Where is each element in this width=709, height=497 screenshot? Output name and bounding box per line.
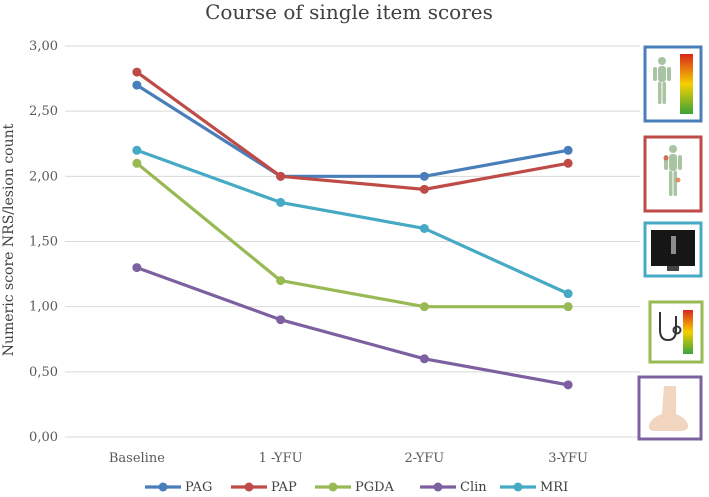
chart-title: Course of single item scores <box>205 0 493 24</box>
legend-swatch-marker <box>433 482 443 492</box>
data-point <box>563 158 573 168</box>
legend-item-pgda: PGDA <box>315 480 395 495</box>
x-tick-label: 1 -YFU <box>259 451 303 466</box>
legend-label: PGDA <box>355 480 395 495</box>
legend: PAG PAP PGDA Clin MRI <box>145 480 568 495</box>
legend-item-clin: Clin <box>420 480 487 495</box>
legend-swatch-marker <box>328 482 338 492</box>
x-tick-label: 3-YFU <box>548 451 588 466</box>
series-pgda <box>132 158 573 312</box>
gridlines <box>65 45 640 438</box>
data-point <box>132 158 142 168</box>
data-point <box>132 80 142 90</box>
legend-item-pag: PAG <box>145 480 212 495</box>
data-point <box>276 276 286 286</box>
series-pap <box>132 67 573 194</box>
series-lines <box>132 67 573 390</box>
legend-label: MRI <box>540 480 568 495</box>
data-point <box>563 145 573 155</box>
y-tick-label: 2,50 <box>29 104 58 119</box>
legend-swatch-marker <box>244 482 254 492</box>
data-point <box>132 145 142 155</box>
data-point <box>276 197 286 207</box>
data-point <box>563 289 573 299</box>
body-pain-points-icon <box>643 135 703 213</box>
series-line <box>136 148 569 296</box>
y-axis-title: Numeric score NRS/lesion count <box>1 123 17 356</box>
series-clin <box>132 263 573 390</box>
legend-label: Clin <box>460 480 487 495</box>
series-mri <box>132 145 573 299</box>
legend-label: PAG <box>185 480 212 495</box>
data-point <box>419 354 429 364</box>
series-line <box>135 70 569 191</box>
y-tick-label: 0,50 <box>29 365 58 380</box>
body-color-scale-icon <box>643 45 703 123</box>
legend-swatch-marker <box>158 482 168 492</box>
x-tick-label: 2-YFU <box>404 451 444 466</box>
y-tick-labels: 0,00 0,50 1,00 1,50 2,00 2,50 3,00 <box>29 39 58 445</box>
legend-item-mri: MRI <box>500 480 568 495</box>
y-tick-label: 1,50 <box>29 235 58 250</box>
stethoscope-scale-icon <box>648 300 704 364</box>
legend-item-pap: PAP <box>231 480 297 495</box>
data-point <box>419 184 429 194</box>
data-point <box>132 263 142 273</box>
x-tick-label: Baseline <box>109 451 165 466</box>
data-point <box>276 315 286 325</box>
y-tick-label: 0,00 <box>29 430 58 445</box>
data-point <box>419 302 429 312</box>
y-tick-label: 1,00 <box>29 300 58 315</box>
legend-swatch-marker <box>513 482 523 492</box>
series-line <box>136 266 569 387</box>
y-tick-label: 3,00 <box>29 39 58 54</box>
data-point <box>563 302 573 312</box>
series-pag <box>132 80 573 181</box>
data-point <box>419 171 429 181</box>
data-point <box>419 223 429 233</box>
mri-monitor-icon <box>643 221 703 278</box>
data-point <box>563 380 573 390</box>
y-tick-label: 2,00 <box>29 169 58 184</box>
legend-label: PAP <box>271 480 297 495</box>
x-tick-labels: Baseline 1 -YFU 2-YFU 3-YFU <box>109 451 588 466</box>
data-point <box>132 67 142 77</box>
series-line <box>135 162 569 309</box>
series-line <box>136 83 569 178</box>
foot-icon <box>637 375 703 441</box>
data-point <box>276 171 286 181</box>
